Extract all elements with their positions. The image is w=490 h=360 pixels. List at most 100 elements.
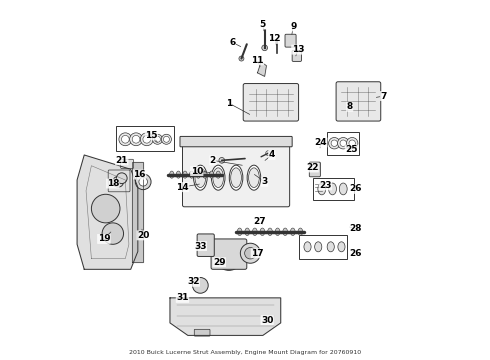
Text: 30: 30 bbox=[261, 315, 273, 324]
Text: 14: 14 bbox=[176, 183, 189, 192]
Text: 7: 7 bbox=[380, 91, 387, 100]
Ellipse shape bbox=[260, 228, 265, 235]
Ellipse shape bbox=[237, 228, 242, 235]
Text: 32: 32 bbox=[187, 277, 199, 286]
Polygon shape bbox=[258, 62, 267, 76]
Circle shape bbox=[92, 194, 120, 223]
Text: 28: 28 bbox=[349, 224, 361, 233]
Ellipse shape bbox=[190, 171, 194, 178]
Circle shape bbox=[245, 248, 256, 259]
Polygon shape bbox=[170, 298, 281, 336]
Text: 22: 22 bbox=[306, 163, 318, 172]
Ellipse shape bbox=[183, 171, 187, 178]
Text: 11: 11 bbox=[251, 56, 264, 65]
Text: 21: 21 bbox=[116, 156, 128, 165]
Circle shape bbox=[132, 135, 140, 143]
FancyBboxPatch shape bbox=[309, 162, 320, 177]
Text: 2: 2 bbox=[210, 156, 216, 165]
Ellipse shape bbox=[329, 183, 337, 195]
Text: 15: 15 bbox=[145, 131, 158, 140]
Circle shape bbox=[193, 278, 208, 293]
Ellipse shape bbox=[203, 171, 207, 178]
Text: 20: 20 bbox=[137, 231, 149, 240]
Circle shape bbox=[152, 134, 163, 144]
FancyBboxPatch shape bbox=[285, 34, 296, 47]
Text: 24: 24 bbox=[315, 138, 327, 147]
Circle shape bbox=[340, 140, 346, 147]
Ellipse shape bbox=[195, 168, 206, 188]
Circle shape bbox=[329, 138, 340, 149]
Ellipse shape bbox=[318, 183, 326, 195]
Text: 25: 25 bbox=[345, 145, 358, 154]
Ellipse shape bbox=[339, 183, 347, 195]
Bar bbox=[298, 235, 347, 258]
FancyBboxPatch shape bbox=[180, 136, 292, 147]
Circle shape bbox=[122, 135, 129, 143]
Circle shape bbox=[215, 243, 243, 270]
Text: 23: 23 bbox=[319, 181, 332, 190]
Ellipse shape bbox=[170, 171, 174, 178]
Circle shape bbox=[117, 173, 127, 184]
Ellipse shape bbox=[209, 171, 214, 178]
Circle shape bbox=[266, 151, 270, 156]
Ellipse shape bbox=[291, 228, 295, 235]
Circle shape bbox=[346, 138, 358, 149]
Circle shape bbox=[262, 45, 268, 51]
Text: 4: 4 bbox=[269, 150, 275, 159]
Ellipse shape bbox=[298, 228, 303, 235]
Ellipse shape bbox=[315, 242, 322, 252]
Ellipse shape bbox=[194, 165, 207, 190]
FancyBboxPatch shape bbox=[243, 84, 298, 121]
Ellipse shape bbox=[213, 168, 223, 188]
Circle shape bbox=[219, 157, 224, 163]
FancyBboxPatch shape bbox=[194, 329, 210, 336]
FancyBboxPatch shape bbox=[211, 239, 247, 269]
Circle shape bbox=[135, 174, 151, 190]
Bar bbox=[327, 132, 359, 155]
Text: 13: 13 bbox=[292, 45, 304, 54]
Ellipse shape bbox=[327, 242, 334, 252]
Ellipse shape bbox=[248, 168, 259, 188]
Ellipse shape bbox=[304, 242, 311, 252]
Bar bbox=[313, 178, 354, 200]
Polygon shape bbox=[132, 162, 143, 262]
Text: 26: 26 bbox=[349, 184, 361, 193]
Text: 10: 10 bbox=[191, 167, 203, 176]
Circle shape bbox=[331, 140, 338, 147]
Circle shape bbox=[338, 138, 349, 149]
Circle shape bbox=[143, 135, 150, 143]
Text: 12: 12 bbox=[269, 35, 281, 44]
Circle shape bbox=[139, 177, 147, 186]
Text: 1: 1 bbox=[226, 99, 232, 108]
Circle shape bbox=[130, 133, 143, 146]
Text: 5: 5 bbox=[259, 20, 266, 29]
Ellipse shape bbox=[245, 228, 249, 235]
Circle shape bbox=[161, 134, 172, 144]
Circle shape bbox=[220, 248, 238, 266]
Text: 33: 33 bbox=[194, 242, 207, 251]
Text: 3: 3 bbox=[262, 177, 268, 186]
Text: 31: 31 bbox=[176, 293, 189, 302]
FancyBboxPatch shape bbox=[292, 50, 301, 62]
Circle shape bbox=[119, 133, 132, 146]
Circle shape bbox=[154, 136, 161, 142]
Circle shape bbox=[349, 140, 355, 147]
Bar bbox=[117, 126, 173, 152]
Text: 26: 26 bbox=[349, 249, 361, 258]
Ellipse shape bbox=[268, 228, 272, 235]
Circle shape bbox=[113, 176, 123, 187]
Ellipse shape bbox=[211, 165, 225, 190]
FancyBboxPatch shape bbox=[197, 234, 214, 256]
Circle shape bbox=[239, 56, 244, 61]
Text: 8: 8 bbox=[346, 102, 353, 111]
Ellipse shape bbox=[216, 171, 220, 178]
Polygon shape bbox=[77, 155, 138, 269]
Text: 27: 27 bbox=[253, 217, 266, 226]
Circle shape bbox=[140, 133, 153, 146]
FancyBboxPatch shape bbox=[121, 159, 134, 168]
Circle shape bbox=[102, 223, 123, 244]
Ellipse shape bbox=[231, 168, 242, 188]
Text: 9: 9 bbox=[290, 22, 296, 31]
Text: 17: 17 bbox=[251, 249, 264, 258]
Text: 16: 16 bbox=[133, 170, 146, 179]
